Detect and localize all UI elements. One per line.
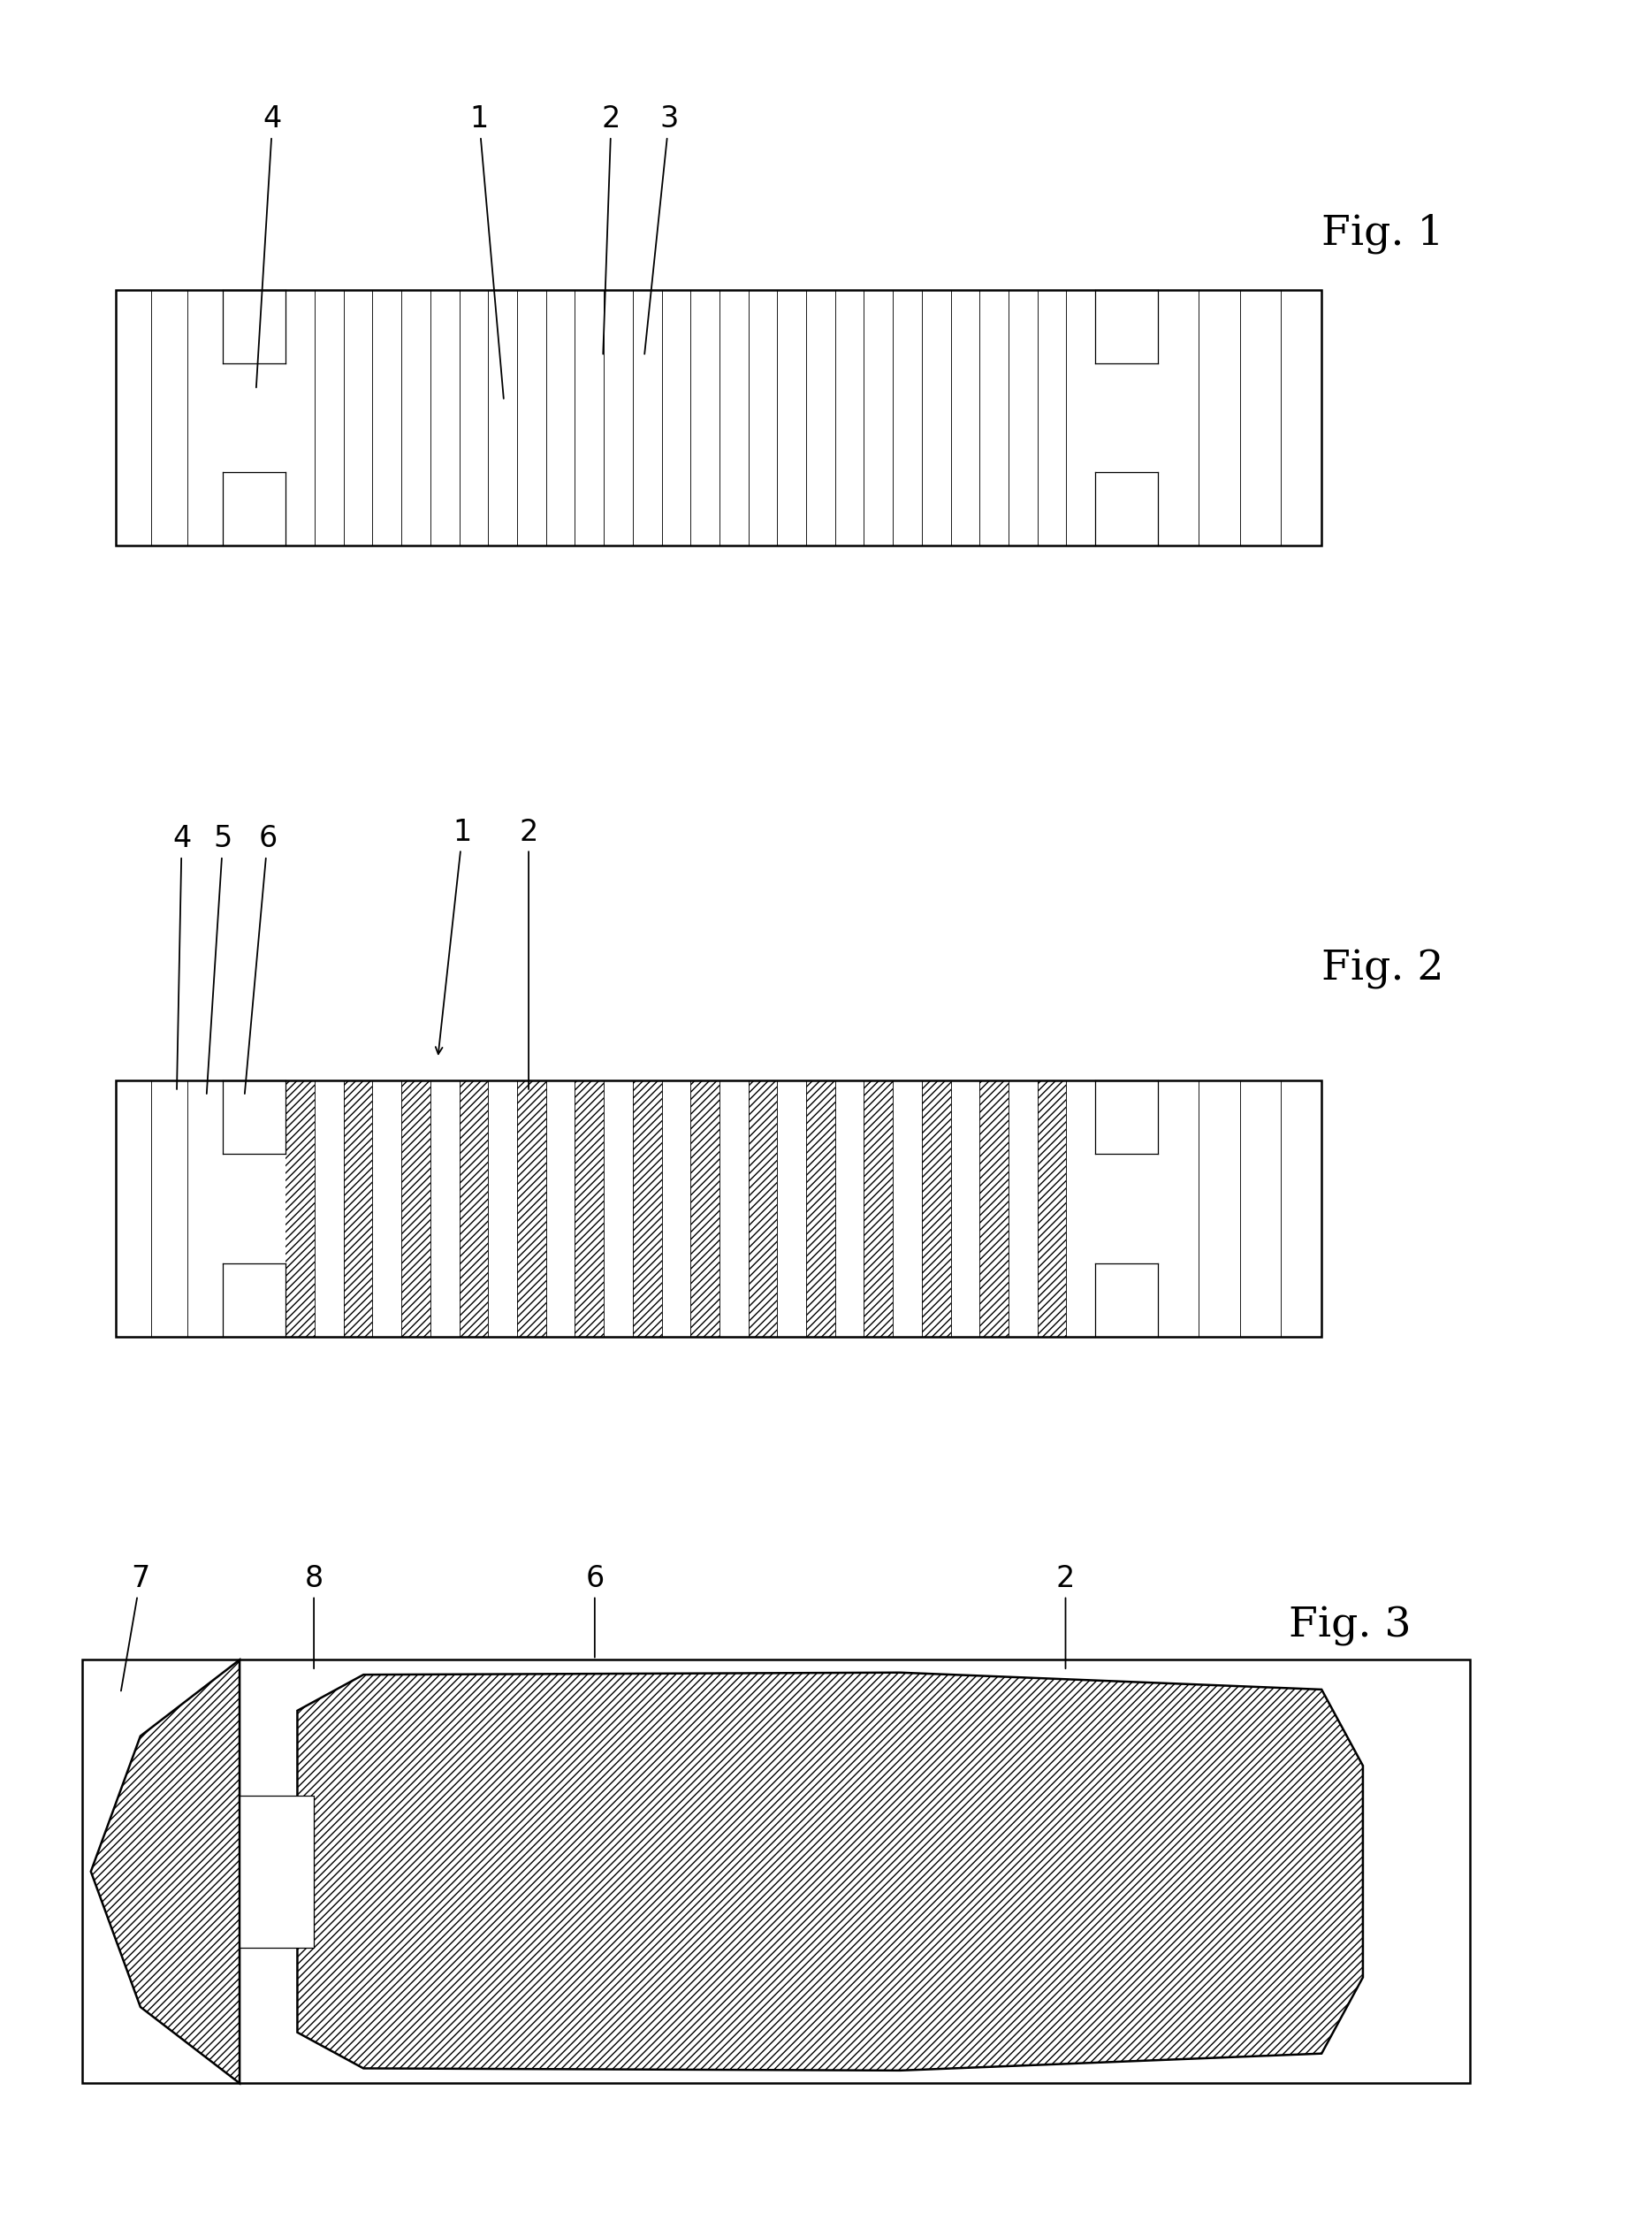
Polygon shape: [91, 1660, 240, 2083]
Text: 4: 4: [256, 105, 282, 388]
Text: Fig. 3: Fig. 3: [1289, 1606, 1411, 1646]
Text: 5: 5: [206, 824, 233, 1094]
Text: 4: 4: [172, 824, 192, 1089]
Bar: [116, 1081, 1322, 1337]
Text: 1: 1: [469, 105, 504, 399]
Text: Fig. 1: Fig. 1: [1322, 214, 1444, 254]
Bar: [922, 1081, 952, 1337]
Bar: [517, 1081, 545, 1337]
Bar: [691, 1081, 720, 1337]
Bar: [980, 1081, 1008, 1337]
Bar: [401, 1081, 430, 1337]
Text: 2: 2: [601, 105, 621, 354]
Bar: [575, 1081, 605, 1337]
Text: 2: 2: [1056, 1564, 1075, 1669]
Text: 6: 6: [244, 824, 278, 1094]
Bar: [748, 1081, 776, 1337]
Bar: [633, 1081, 661, 1337]
Text: 7: 7: [121, 1564, 150, 1691]
Text: 6: 6: [585, 1564, 605, 1658]
Bar: [864, 1081, 894, 1337]
Bar: [344, 1081, 373, 1337]
Bar: [1037, 1081, 1067, 1337]
Bar: [83, 1660, 1470, 2083]
Bar: [286, 1081, 314, 1337]
Bar: [806, 1081, 836, 1337]
Bar: [459, 1081, 489, 1337]
Polygon shape: [297, 1673, 1363, 2070]
Text: 8: 8: [304, 1564, 324, 1669]
Text: Fig. 2: Fig. 2: [1322, 949, 1444, 989]
Text: 2: 2: [519, 818, 539, 1089]
Bar: [116, 290, 1322, 546]
Bar: [240, 1796, 314, 1947]
Text: 1: 1: [436, 818, 472, 1054]
Text: 3: 3: [644, 105, 679, 354]
